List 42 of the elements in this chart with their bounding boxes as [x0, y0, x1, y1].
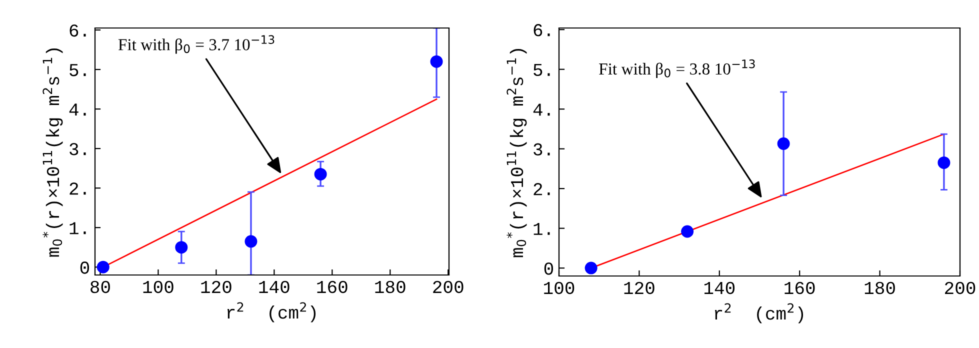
x-tick-label: 140 [259, 280, 290, 294]
y-tick-label: 5. [70, 64, 86, 76]
x-tick-label: 200 [433, 280, 464, 294]
x-tick-label: 140 [704, 282, 735, 294]
y-tick-label: 4. [69, 104, 86, 116]
y-tick-label: 2. [70, 182, 86, 195]
point [430, 55, 443, 68]
annotation: Fit with β$_{0}$ = 3.7 10$^{−13}$ [118, 35, 274, 54]
x-tick-label: 180 [864, 282, 895, 294]
y-tick-label: 1. [534, 222, 550, 235]
y-tick-label: 2. [534, 183, 550, 196]
x-tick-label: 180 [375, 280, 406, 294]
point [584, 262, 598, 274]
point [175, 241, 188, 254]
y-tick-label: 3. [70, 143, 86, 156]
x-tick-label: 160 [784, 282, 815, 294]
y-tick-label: 6. [70, 24, 86, 37]
text: m$_{0}$$^{*}$(r)×10$^{11}$(kg m$^{2}$s$^{−1}$) [42, 48, 63, 257]
y-tick-label: 5. [534, 64, 550, 76]
x-tick-label: 80 [90, 280, 110, 294]
point [96, 260, 110, 274]
text: r$^{2}$ (cm$^{2}$) [227, 302, 316, 322]
x-tick-label: 160 [317, 280, 348, 294]
text: m$_{0}$$^{*}$(r)×10$^{11}$(kg m$^{2}$s$^{−1}$) [506, 48, 527, 258]
x-tick-label: 100 [544, 282, 574, 294]
point [777, 137, 790, 150]
y-tick-label: 4. [533, 104, 550, 116]
x-tick-label: 120 [624, 282, 654, 294]
y-tick-label: 3. [534, 143, 550, 156]
point [244, 235, 258, 248]
y-tick-label: 1. [70, 222, 86, 234]
point [314, 168, 327, 180]
point [681, 225, 694, 238]
y-tick-label: 0 [80, 262, 90, 274]
y-tick-label: 6. [534, 24, 550, 36]
x-tick-label: 200 [945, 282, 976, 294]
x-tick-label: 120 [201, 280, 232, 294]
y-tick-label: 0 [544, 262, 554, 275]
text: r$^{2}$ (cm$^{2}$) [714, 303, 804, 324]
annotation: Fit with β$_{0}$ = 3.8 10$^{−13}$ [599, 59, 755, 78]
x-tick-label: 100 [143, 280, 174, 294]
point [938, 156, 950, 169]
